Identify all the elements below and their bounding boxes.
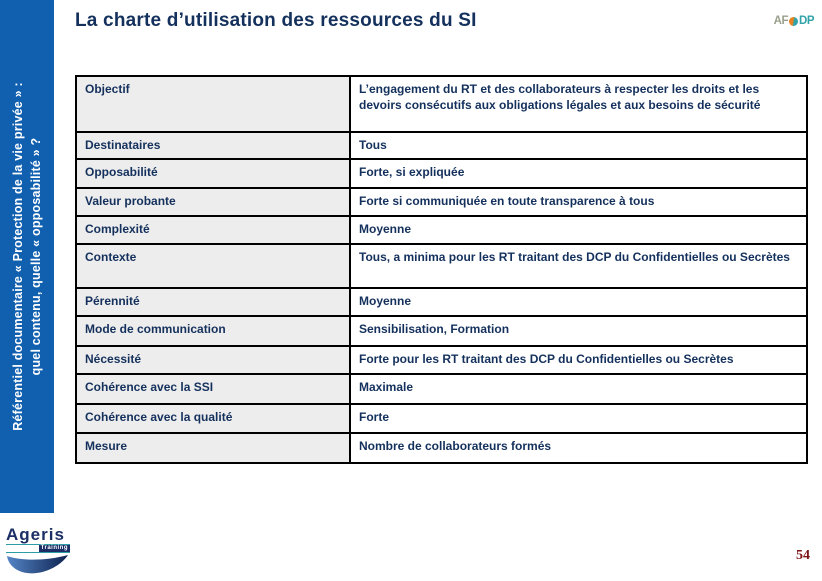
row-value-cell: Maximale [349, 373, 808, 405]
row-value-cell: Forte [349, 403, 808, 434]
table-row: Cohérence avec la qualité Forte [75, 403, 808, 434]
afcdp-text-af: AF [773, 15, 789, 27]
table-row: Nécessité Forte pour les RT traitant des… [75, 345, 808, 375]
table-row: Valeur probante Forte si communiquée en … [75, 187, 808, 217]
afcdp-globe-icon [789, 16, 799, 26]
table-row: Objectif L’engagement du RT et des colla… [75, 75, 808, 133]
row-value-cell: Forte, si expliquée [349, 158, 808, 189]
row-label-cell: Destinataires [75, 131, 351, 160]
row-value-cell: Moyenne [349, 287, 808, 317]
row-value-cell: Nombre de collaborateurs formés [349, 432, 808, 464]
sidebar-title-line2: quel contenu, quelle « opposabilité » ? [29, 137, 43, 376]
table-row: Destinataires Tous [75, 131, 808, 160]
ageris-wordmark: Ageris [6, 525, 65, 544]
row-value-cell: Tous [349, 131, 808, 160]
sidebar-rotated-text: Référentiel documentaire « Protection de… [0, 0, 54, 513]
charte-table: Objectif L’engagement du RT et des colla… [75, 75, 808, 464]
row-value-cell: Forte pour les RT traitant des DCP du Co… [349, 345, 808, 375]
row-label-cell: Mode de communication [75, 315, 351, 347]
row-label-cell: Cohérence avec la qualité [75, 403, 351, 434]
row-label-cell: Contexte [75, 243, 351, 289]
page-title: La charte d’utilisation des ressources d… [75, 10, 477, 31]
page-number: 54 [796, 548, 810, 563]
table-row: Contexte Tous, a minima pour les RT trai… [75, 243, 808, 289]
row-label-cell: Valeur probante [75, 187, 351, 217]
ageris-logo: Ageris Training [6, 526, 70, 578]
sidebar-title-line1: Référentiel documentaire « Protection de… [10, 82, 25, 431]
row-value-cell: Moyenne [349, 215, 808, 245]
row-label-cell: Complexité [75, 215, 351, 245]
afcdp-logo: AF DP [773, 15, 815, 27]
row-value-cell: Forte si communiquée en toute transparen… [349, 187, 808, 217]
row-label-cell: Nécessité [75, 345, 351, 375]
row-label-cell: Pérennité [75, 287, 351, 317]
sidebar-banner: Référentiel documentaire « Protection de… [0, 0, 54, 513]
table-row: Complexité Moyenne [75, 215, 808, 245]
table-row: Opposabilité Forte, si expliquée [75, 158, 808, 189]
ageris-rule: Training [6, 544, 70, 553]
row-value-cell: Sensibilisation, Formation [349, 315, 808, 347]
ageris-swoosh-icon [7, 555, 68, 574]
row-label-cell: Objectif [75, 75, 351, 133]
row-value-cell: Tous, a minima pour les RT traitant des … [349, 243, 808, 289]
afcdp-text-dp: DP [799, 15, 814, 27]
ageris-training-label: Training [38, 545, 70, 552]
row-label-cell: Opposabilité [75, 158, 351, 189]
row-value-cell: L’engagement du RT et des collaborateurs… [349, 75, 808, 133]
table-row: Cohérence avec la SSI Maximale [75, 373, 808, 405]
table-row: Pérennité Moyenne [75, 287, 808, 317]
table-row: Mode de communication Sensibilisation, F… [75, 315, 808, 347]
table-row: Mesure Nombre de collaborateurs formés [75, 432, 808, 464]
row-label-cell: Mesure [75, 432, 351, 464]
row-label-cell: Cohérence avec la SSI [75, 373, 351, 405]
